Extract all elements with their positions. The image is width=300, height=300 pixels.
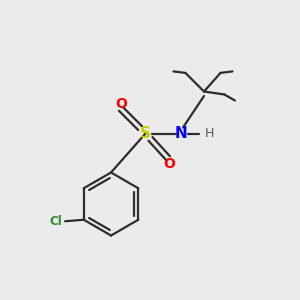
Text: O: O	[164, 157, 175, 171]
Text: Cl: Cl	[50, 215, 62, 228]
Text: N: N	[175, 126, 188, 141]
Text: S: S	[140, 126, 151, 141]
Text: H: H	[205, 127, 214, 140]
Text: O: O	[115, 97, 127, 110]
